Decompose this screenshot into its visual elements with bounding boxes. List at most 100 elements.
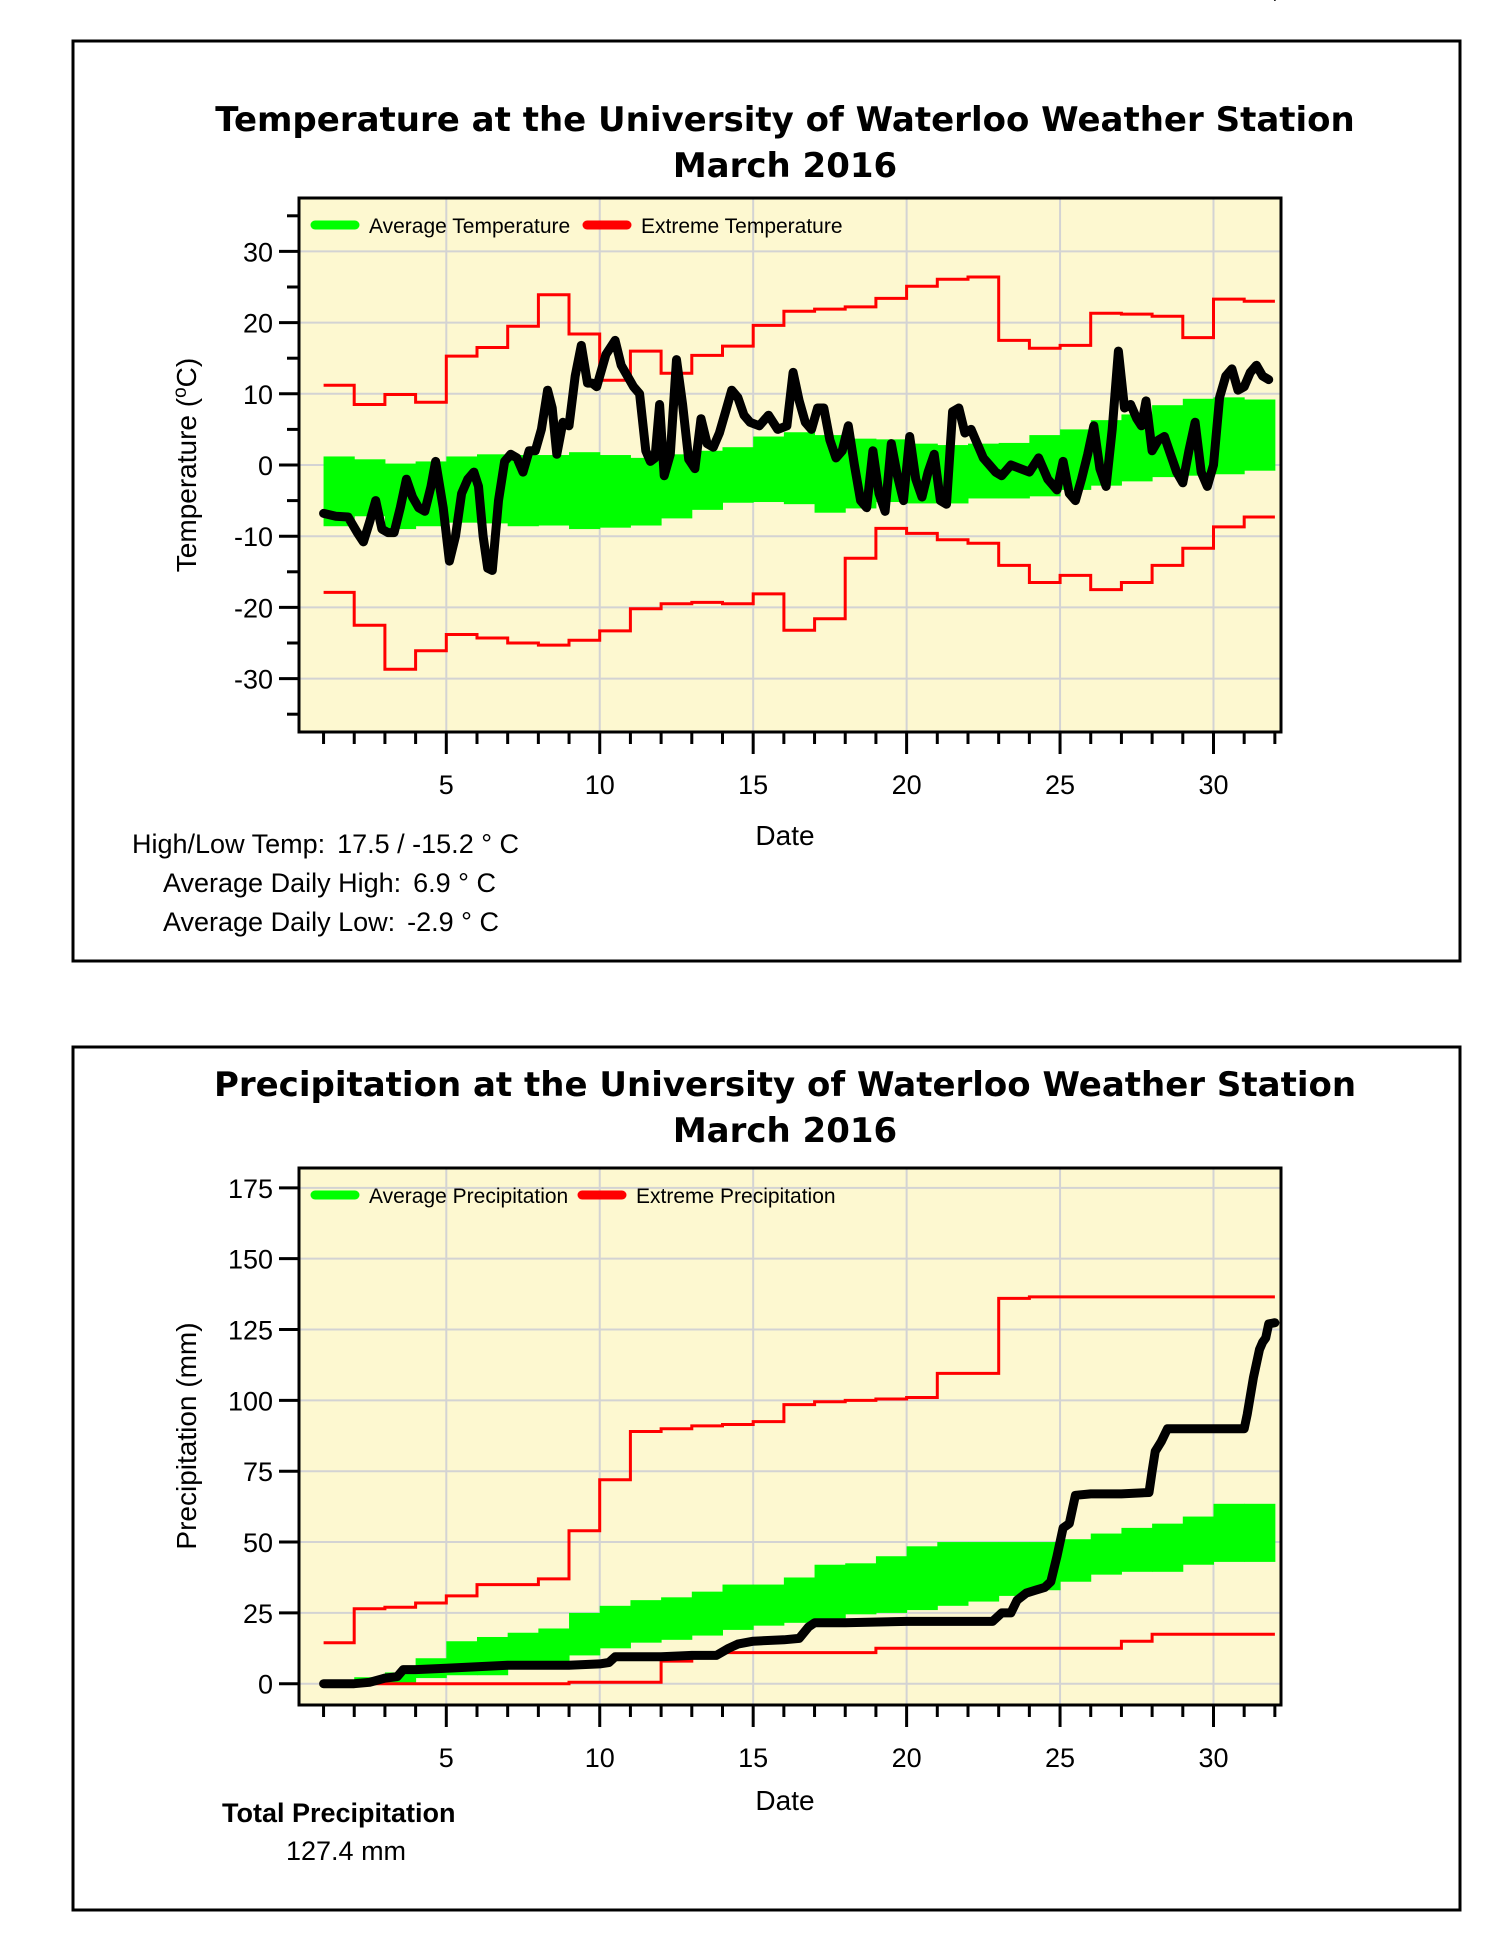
temperature-observed-point (1261, 375, 1264, 377)
temperature-observed-point (1046, 478, 1049, 481)
temperature-observed-point (448, 560, 451, 563)
temperature-observed-point (976, 442, 979, 445)
precipitation-observed-point (368, 1681, 371, 1684)
temperature-observed-point (1273, 0, 1276, 1)
precipitation-observed-point (660, 1655, 663, 1658)
precipitation-x-tick-label: 25 (1045, 1743, 1075, 1773)
temperature-average-band-day (783, 432, 816, 505)
temperature-observed-point (561, 421, 564, 424)
temperature-observed-point (718, 431, 721, 434)
precipitation-observed-point (1062, 1526, 1065, 1529)
temperature-observed-point (620, 364, 623, 367)
temperature-observed-point (1237, 389, 1240, 392)
temperature-observed-point (896, 474, 899, 477)
temperature-observed-point (712, 446, 715, 449)
precipitation-average-band-day (1244, 1503, 1276, 1562)
temperature-observed-point (540, 428, 543, 431)
temperature-observed-point (486, 567, 489, 570)
temperature-observed-point (595, 385, 598, 388)
temperature-observed-point (939, 499, 942, 502)
precipitation-y-tick-label: 75 (243, 1457, 273, 1487)
temperature-observed-point (434, 460, 437, 463)
temperature-observed-point (1175, 471, 1178, 474)
temperature-observed-point (568, 424, 571, 427)
precipitation-observed-point (782, 1638, 785, 1641)
precipitation-observed-point (1181, 1427, 1184, 1430)
precipitation-observed-point (383, 1677, 386, 1680)
precipitation-average-band-day (906, 1546, 938, 1611)
temperature-average-band-day (1244, 399, 1276, 471)
precipitation-average-band-day (630, 1600, 662, 1643)
temperature-observed-point (604, 353, 607, 356)
temperature-average-band-day (630, 457, 662, 526)
temperature-observed-point (614, 339, 617, 342)
temperature-observed-point (1230, 367, 1233, 370)
temperature-observed-point (951, 410, 954, 413)
temperature-observed-point (816, 407, 819, 410)
temperature-observed-point (1249, 371, 1252, 374)
precipitation-average-band-day (875, 1556, 908, 1613)
temperature-observed-point (1140, 424, 1143, 427)
temperature-observed-point (1194, 421, 1197, 424)
precipitation-x-axis-label: Date (755, 1785, 814, 1816)
temperature-chart-subtitle: March 2016 (673, 146, 897, 186)
precipitation-observed-point (1160, 1440, 1163, 1443)
temperature-observed-point (1157, 439, 1160, 442)
precipitation-average-band-day (845, 1563, 877, 1615)
precipitation-observed-point (1264, 1337, 1267, 1340)
temperature-extreme-max-line (323, 275, 1275, 406)
temperature-observed-point (1037, 456, 1040, 459)
precipitation-x-tick-label: 30 (1198, 1743, 1228, 1773)
high-low-temp-value: 17.5 / -15.2 ° C (337, 829, 519, 859)
temperature-observed-point (429, 485, 432, 488)
precipitation-observed-point (1166, 1427, 1169, 1430)
temperature-x-tick-label: 10 (585, 770, 615, 800)
temperature-legend-extreme-label: Extreme Temperature (641, 215, 843, 238)
temperature-observed-point (546, 389, 549, 392)
temperature-observed-point (1068, 492, 1071, 495)
temperature-observed-point (669, 453, 672, 456)
precipitation-observed-point (905, 1620, 908, 1623)
precipitation-observed-point (727, 1647, 730, 1650)
temperature-observed-point (515, 456, 518, 459)
temperature-observed-point (417, 506, 420, 509)
precipitation-observed-point (1000, 1611, 1003, 1614)
precipitation-observed-point (1055, 1555, 1058, 1558)
precipitation-plot-area: 0 25 50 75 100 125 150 175 5 10 15 20 25 30 Average Pr… (228, 1166, 1283, 1773)
temperature-observed-point (767, 414, 770, 417)
temperature-observed-point (742, 414, 745, 417)
temperature-observed-point (1135, 417, 1138, 420)
precipitation-observed-point (1246, 1413, 1249, 1416)
temperature-observed-point (877, 492, 880, 495)
temperature-observed-point (460, 492, 463, 495)
temperature-observed-point (658, 403, 661, 406)
temperature-observed-point (927, 471, 930, 474)
temperature-observed-point (1092, 424, 1095, 427)
precipitation-x-tick-label: 5 (439, 1743, 454, 1773)
precipitation-observed-point (966, 1620, 969, 1623)
temperature-observed-point (970, 428, 973, 431)
temperature-observed-point (957, 407, 960, 410)
precipitation-observed-point (1243, 1427, 1246, 1430)
temperature-observed-point (884, 510, 887, 513)
temperature-y-tick-label: 10 (243, 380, 273, 410)
temperature-observed-point (1019, 467, 1022, 470)
precipitation-observed-point (1267, 1322, 1270, 1325)
temperature-observed-point (749, 421, 752, 424)
temperature-observed-point (871, 449, 874, 452)
temperature-observed-point (551, 407, 554, 410)
precipitation-observed-point (1252, 1376, 1255, 1379)
temperature-chart-title: Temperature at the University of Waterlo… (215, 100, 1354, 140)
temperature-observed-point (835, 456, 838, 459)
temperature-average-band-day (569, 452, 601, 530)
precipitation-observed-point (537, 1664, 540, 1667)
precipitation-observed-point (1089, 1492, 1092, 1495)
average-daily-high-label: Average Daily High: (163, 868, 401, 898)
temperature-observed-point (945, 503, 948, 506)
temperature-observed-point (663, 474, 666, 477)
temperature-observed-point (798, 399, 801, 402)
temperature-observed-point (908, 435, 911, 438)
temperature-observed-point (591, 382, 594, 385)
temperature-observed-point (681, 403, 684, 406)
